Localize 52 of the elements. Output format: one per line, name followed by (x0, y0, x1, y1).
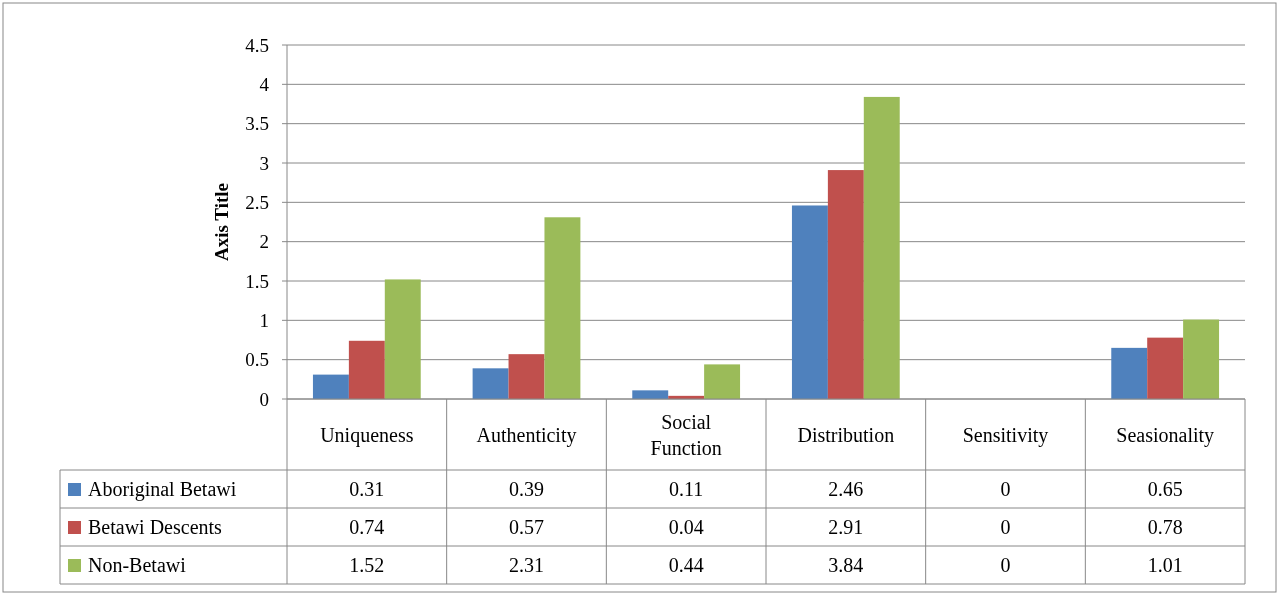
data-label: 3.84 (828, 554, 864, 576)
data-label: 0 (1000, 516, 1011, 538)
legend-label: Betawi Descents (88, 516, 223, 538)
data-label: 0.74 (349, 516, 385, 538)
data-label: 0.39 (509, 478, 544, 500)
x-tick-label: Authenticity (476, 423, 577, 447)
data-label: 1.01 (1147, 554, 1183, 576)
data-label: 0 (1000, 478, 1011, 500)
bar (544, 217, 581, 399)
x-tick-label: Sensitivity (962, 423, 1049, 447)
bar (508, 354, 545, 399)
y-axis-title: Axis Title (211, 183, 232, 261)
data-label: 1.52 (349, 554, 385, 576)
y-tick-label: 0 (259, 388, 269, 410)
y-tick-label: 3.5 (245, 113, 269, 135)
y-tick-label: 1 (259, 309, 269, 331)
data-label: 2.31 (509, 554, 544, 576)
data-label: 0.65 (1147, 478, 1183, 500)
data-label: 2.91 (828, 516, 864, 538)
bar (1111, 347, 1148, 399)
bar (791, 205, 828, 399)
x-tick-label: Social Function (650, 410, 722, 459)
data-label: 0.57 (509, 516, 544, 538)
bar (632, 390, 669, 399)
legend-label: Non-Betawi (88, 554, 187, 576)
y-tick-label: 2.5 (245, 191, 269, 213)
data-label: 0.04 (668, 516, 704, 538)
y-tick-label: 1.5 (245, 270, 269, 292)
y-tick-label: 3 (259, 152, 269, 174)
x-tick-label: Uniqueness (320, 423, 414, 447)
x-tick-label: Distribution (797, 423, 895, 446)
bar (827, 170, 864, 399)
y-tick-label: 2 (259, 231, 269, 253)
bar (863, 96, 900, 399)
data-label: 2.46 (828, 478, 864, 500)
legend-label: Aboriginal Betawi (88, 478, 237, 501)
data-label: 0.78 (1147, 516, 1183, 538)
y-tick-label: 4 (259, 73, 270, 95)
data-label: 0 (1000, 554, 1011, 576)
bar (384, 279, 421, 399)
bar (704, 364, 741, 399)
data-label: 0.11 (669, 478, 704, 500)
y-tick-label: 0.5 (245, 349, 269, 371)
bar (312, 374, 349, 399)
bar (1183, 319, 1220, 399)
bar (472, 368, 509, 399)
bar (1147, 337, 1184, 399)
x-tick-label: Seasionality (1116, 423, 1215, 447)
data-label: 0.44 (668, 554, 704, 576)
data-label: 0.31 (349, 478, 385, 500)
bar (348, 340, 385, 399)
y-tick-label: 4.5 (245, 34, 269, 56)
